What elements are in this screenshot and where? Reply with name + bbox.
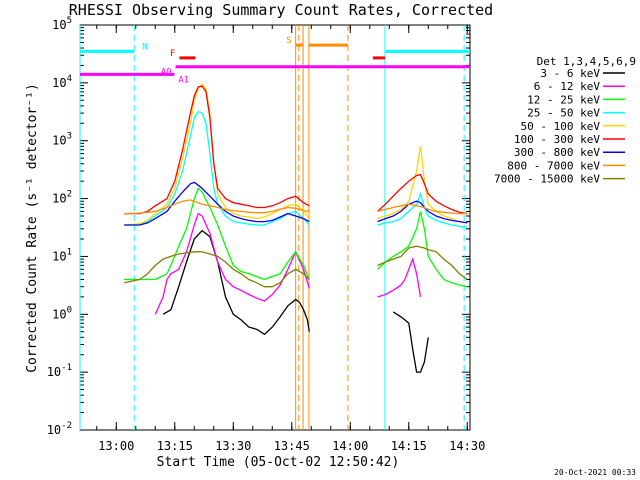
footer-date: 20-Oct-2021 00:33 [554,468,636,477]
legend-entry-label: 12 - 25 keV [527,93,600,106]
series-line [377,245,468,281]
x-tick-label: 13:00 [98,439,134,453]
legend-entry-label: 50 - 100 keV [521,120,601,133]
series-line [377,191,468,228]
flag-label: S [286,36,291,46]
x-tick-label: 14:30 [449,439,485,453]
flag-label: A1 [178,75,189,85]
x-tick-label: 13:30 [215,439,251,453]
series-line [124,110,310,226]
legend-entry-label: 800 - 7000 keV [507,159,600,172]
series-line [124,85,310,215]
legend-entry-label: 7000 - 15000 keV [494,173,600,186]
legend-entry-label: 25 - 50 keV [527,107,600,120]
series-line [377,211,468,288]
series-line [377,200,468,224]
series-line [377,173,468,215]
series-line [124,187,310,281]
x-axis-label: Start Time (05-Oct-02 12:50:42) [157,455,400,470]
series-line [377,203,468,215]
series-line [377,256,422,298]
chart-title: RHESSI Observing Summary Count Rates, Co… [69,1,493,19]
series-line [123,251,310,288]
x-tick-label: 13:45 [274,439,310,453]
flag-label: A0 [161,68,172,78]
x-tick-label: 14:00 [332,439,368,453]
x-tick-label: 13:15 [157,439,193,453]
flag-label: F [170,49,175,59]
series-line [124,181,310,226]
legend-entry-label: 300 - 800 keV [514,146,600,159]
series-line [162,229,310,336]
series-line [124,199,310,215]
legend-entry-label: 100 - 300 keV [514,133,600,146]
series-line [392,311,429,373]
x-tick-label: 14:15 [391,439,427,453]
legend-entry-label: 3 - 6 keV [540,67,600,80]
series-line [377,146,468,224]
legend-title: Det 1,3,4,5,6,9 [537,55,636,68]
legend-entry-label: 6 - 12 keV [534,80,601,93]
y-axis-label: Corrected Count Rate (s⁻¹ detector⁻¹) [25,83,40,373]
flag-label: N [142,42,147,52]
